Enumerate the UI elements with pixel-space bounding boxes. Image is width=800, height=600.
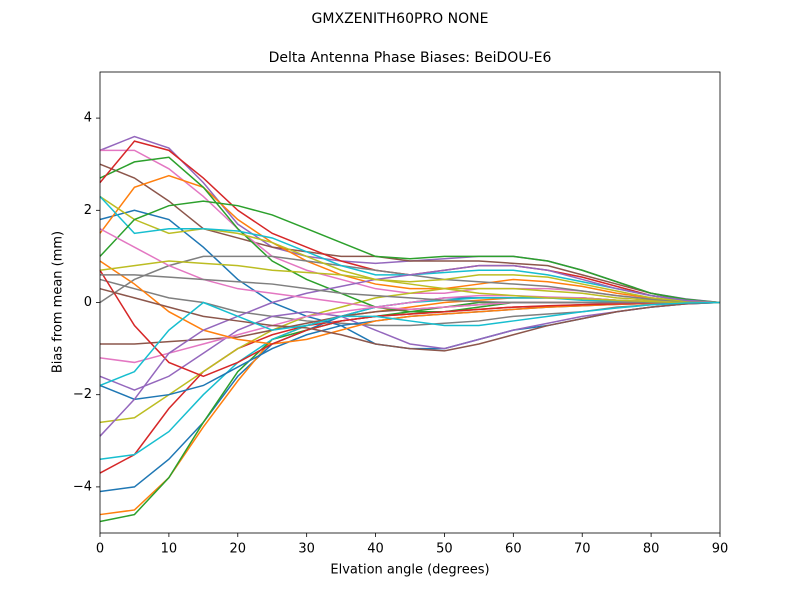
series-line — [99, 264, 721, 437]
series-line — [99, 269, 720, 378]
x-tick-label: 90 — [712, 542, 729, 557]
x-tick-label: 80 — [643, 542, 660, 557]
x-tick-label: 40 — [367, 542, 384, 557]
series-line — [99, 287, 721, 352]
y-tick-label: 0 — [84, 295, 92, 310]
chart-title: Delta Antenna Phase Biases: BeiDOU-E6 — [269, 50, 552, 66]
chart-suptitle: GMXZENITH60PRO NONE — [312, 11, 489, 27]
series-line — [99, 287, 721, 424]
plot-area — [99, 135, 721, 523]
x-tick-label: 20 — [230, 542, 247, 557]
x-tick-label: 70 — [574, 542, 591, 557]
series-line — [99, 294, 720, 364]
series-line — [99, 297, 721, 493]
series-line — [99, 301, 721, 387]
x-tick-label: 60 — [505, 542, 522, 557]
x-tick-label: 10 — [161, 542, 178, 557]
y-tick-label: 4 — [84, 111, 92, 126]
y-tick-label: 2 — [84, 203, 92, 218]
y-tick-label: −2 — [73, 387, 92, 402]
x-axis-label: Elvation angle (degrees) — [330, 563, 489, 578]
series-line — [100, 274, 720, 304]
x-tick-label: 30 — [298, 542, 315, 557]
x-tick-label: 50 — [436, 542, 453, 557]
y-tick-label: −4 — [73, 479, 92, 494]
y-axis-label: Bias from mean (mm) — [51, 231, 66, 373]
series-line — [99, 200, 721, 304]
x-tick-label: 0 — [96, 542, 104, 557]
series-line — [99, 301, 720, 523]
series-line — [99, 260, 720, 304]
